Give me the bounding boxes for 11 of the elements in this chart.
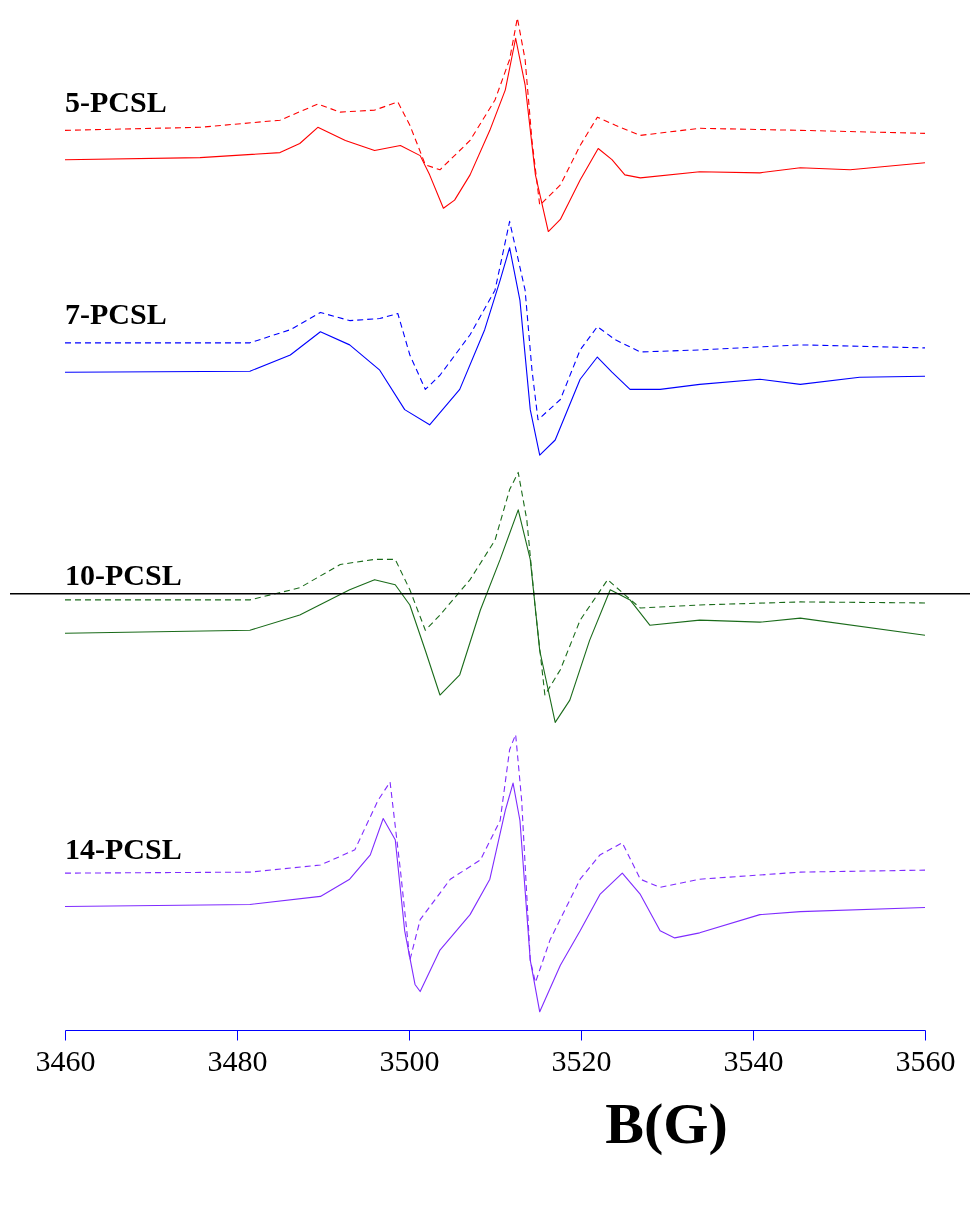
series-label: 7-PCSL (65, 297, 167, 331)
series-label: 5-PCSL (65, 84, 167, 118)
x-tick-label: 3480 (207, 1043, 268, 1077)
x-axis-title: B(G) (605, 1090, 728, 1156)
series-label: 14-PCSL (65, 831, 182, 865)
x-tick-label: 3560 (895, 1043, 956, 1077)
x-tick-label: 3460 (35, 1043, 96, 1077)
x-tick-label: 3500 (379, 1043, 440, 1077)
x-tick-label: 3520 (551, 1043, 612, 1077)
series-label: 10-PCSL (65, 558, 182, 592)
x-tick-label: 3540 (723, 1043, 784, 1077)
